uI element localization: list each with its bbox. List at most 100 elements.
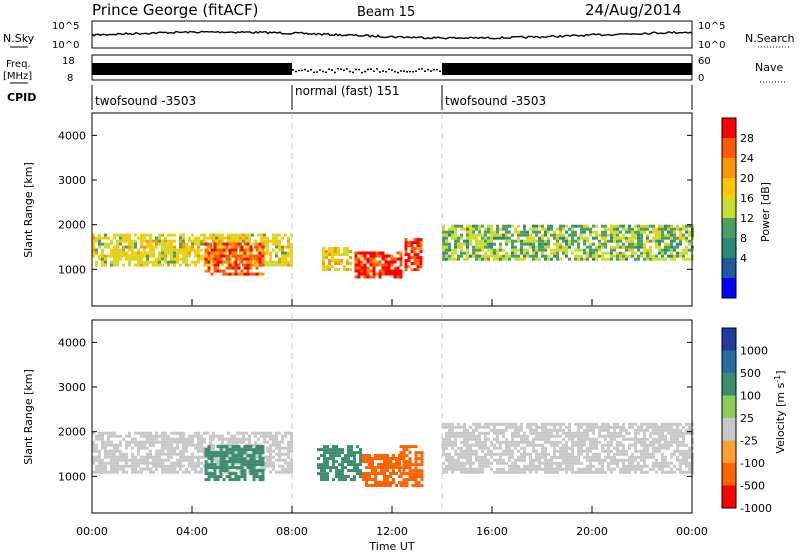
power-cell: [580, 254, 583, 258]
power-cell: [331, 250, 334, 253]
power-cell: [544, 245, 547, 249]
velocity-cell: [655, 449, 658, 453]
velocity-cell: [562, 458, 565, 462]
velocity-cell: [487, 452, 490, 456]
velocity-cell: [234, 454, 238, 458]
power-cell: [481, 233, 484, 237]
velocity-cell: [104, 455, 107, 459]
velocity-cell: [610, 437, 613, 441]
velocity-cell: [149, 470, 152, 474]
power-colorbar-label: Power [dB]: [759, 182, 772, 242]
power-cell: [631, 254, 634, 258]
velocity-cell: [589, 470, 592, 474]
velocity-cell: [547, 458, 550, 462]
velocity-cell: [152, 455, 155, 459]
velocity-cell: [637, 455, 640, 459]
power-cell: [562, 233, 565, 237]
power-cell: [514, 254, 517, 258]
velocity-cell: [362, 460, 365, 463]
velocity-cell: [368, 472, 371, 475]
power-cell: [505, 251, 508, 255]
velocity-cell: [185, 455, 188, 459]
velocity-cell: [191, 437, 194, 441]
velocity-cell: [448, 452, 451, 456]
velocity-cell: [275, 458, 278, 462]
velocity-cell: [670, 428, 673, 432]
power-cell: [460, 224, 463, 228]
velocity-cell: [234, 457, 238, 461]
power-cell: [182, 248, 185, 252]
velocity-cell: [562, 422, 565, 426]
power-colorbar-cell: [722, 138, 736, 158]
velocity-cell: [272, 455, 275, 459]
velocity-cell: [544, 458, 547, 462]
velocity-colorbar-tick: 100: [740, 390, 761, 403]
power-cell: [161, 242, 164, 246]
velocity-cell: [278, 464, 281, 468]
velocity-cell: [442, 467, 445, 471]
power-cell: [604, 230, 607, 234]
freq-bar-dot: [313, 71, 315, 74]
velocity-cell: [571, 431, 574, 435]
power-cell: [451, 254, 454, 258]
power-cell: [685, 224, 688, 228]
velocity-cell: [544, 425, 547, 429]
velocity-cell: [374, 457, 377, 460]
velocity-cell: [185, 467, 188, 471]
power-cell: [511, 242, 514, 246]
power-cell: [472, 224, 475, 228]
velocity-cell: [613, 434, 616, 438]
power-cell: [508, 236, 511, 240]
power-cell: [568, 245, 571, 249]
velocity-cell: [571, 443, 574, 447]
power-cell: [237, 257, 241, 261]
velocity-cell: [95, 470, 98, 474]
power-cell: [583, 248, 586, 252]
power-cell: [601, 254, 604, 258]
velocity-cell: [595, 452, 598, 456]
velocity-cell: [586, 452, 589, 456]
velocity-cell: [604, 449, 607, 453]
power-cell: [523, 227, 526, 231]
velocity-cell: [104, 470, 107, 474]
freq-bar-dot: [358, 68, 360, 71]
velocity-cell: [152, 464, 155, 468]
power-cell: [553, 242, 556, 246]
power-cell: [185, 263, 188, 267]
velocity-cell: [511, 449, 514, 453]
velocity-cell: [359, 469, 362, 473]
velocity-cell: [457, 455, 460, 459]
velocity-cell: [194, 464, 197, 468]
velocity-cell: [541, 467, 544, 471]
power-cell: [577, 242, 580, 246]
velocity-cell: [574, 434, 577, 438]
velocity-cell: [255, 448, 259, 452]
velocity-cell: [167, 434, 170, 438]
velocity-cell: [173, 440, 176, 444]
velocity-cell: [466, 470, 469, 474]
velocity-cell: [149, 431, 152, 435]
velocity-cell: [688, 467, 691, 471]
power-cell: [119, 242, 122, 246]
power-cell: [173, 248, 176, 252]
noise-left-tick-bottom: 10^0: [52, 40, 79, 51]
velocity-cell: [508, 443, 511, 447]
velocity-cell: [278, 470, 281, 474]
power-cell: [646, 236, 649, 240]
velocity-cell: [146, 440, 149, 444]
velocity-cell: [107, 461, 110, 465]
power-cell: [607, 227, 610, 231]
velocity-cell: [577, 434, 580, 438]
velocity-cell: [287, 461, 290, 465]
velocity-colorbar-tick: 25: [740, 412, 754, 425]
power-cell: [472, 236, 475, 240]
power-cell: [281, 248, 284, 252]
power-cell: [140, 254, 143, 258]
velocity-cell: [222, 454, 226, 458]
power-cell: [601, 224, 604, 228]
y-tick-label: 1000: [58, 263, 86, 276]
velocity-cell: [182, 443, 185, 447]
velocity-cell: [149, 437, 152, 441]
power-cell: [604, 239, 607, 243]
power-cell: [399, 263, 403, 267]
